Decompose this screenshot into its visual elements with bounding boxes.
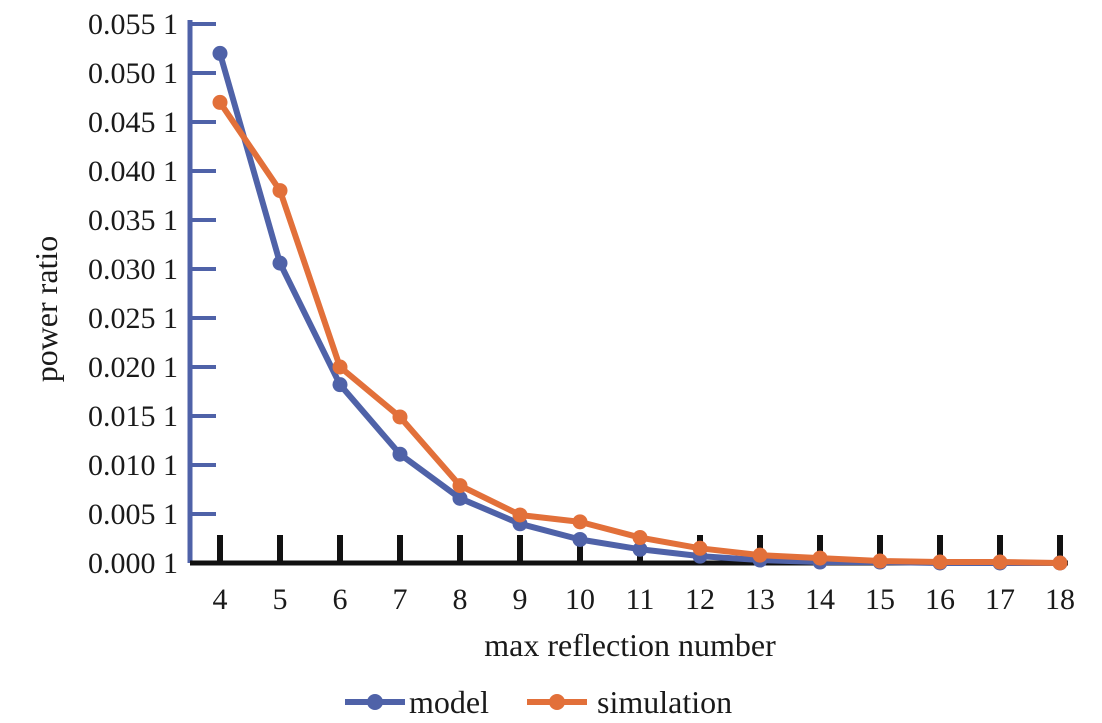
data-point-simulation [212, 94, 228, 110]
x-tick-label: 16 [925, 583, 955, 616]
y-tick-label: 0.045 1 [88, 106, 178, 139]
data-point-simulation [812, 550, 828, 566]
data-point-simulation [992, 554, 1008, 570]
x-tick-label: 12 [685, 583, 715, 616]
x-tick-label: 18 [1045, 583, 1075, 616]
data-point-model [572, 531, 588, 547]
data-point-simulation [332, 359, 348, 375]
x-tick-label: 15 [865, 583, 895, 616]
data-point-model [392, 446, 408, 462]
x-tick-label: 11 [626, 583, 655, 616]
data-point-simulation [572, 514, 588, 530]
data-point-model [272, 255, 288, 271]
y-tick-label: 0.055 1 [88, 8, 178, 41]
y-tick-label: 0.005 1 [88, 498, 178, 531]
data-point-simulation [692, 540, 708, 556]
data-point-model [332, 377, 348, 393]
data-point-simulation [752, 547, 768, 563]
y-tick-label: 0.040 1 [88, 155, 178, 188]
y-tick-label: 0.010 1 [88, 449, 178, 482]
x-tick-label: 5 [273, 583, 288, 616]
y-tick-label: 0.020 1 [88, 351, 178, 384]
series-line-simulation [217, 99, 1063, 566]
data-point-model [212, 45, 228, 61]
x-tick-label: 10 [565, 583, 595, 616]
legend-label-model: model [409, 684, 489, 720]
data-point-simulation [512, 507, 528, 523]
x-tick-label: 13 [745, 583, 775, 616]
y-axis-title: power ratio [28, 236, 64, 383]
plot-series [212, 45, 1068, 571]
y-tick-label: 0.025 1 [88, 302, 178, 335]
y-tick-label: 0.030 1 [88, 253, 178, 286]
x-tick-label: 14 [805, 583, 835, 616]
data-point-simulation [452, 478, 468, 494]
legend-label-simulation: simulation [597, 684, 732, 720]
legend: model simulation [345, 684, 732, 720]
y-tick-label: 0.035 1 [88, 204, 178, 237]
x-tick-label: 9 [513, 583, 528, 616]
x-tick-label: 7 [393, 583, 408, 616]
x-tick-label: 4 [213, 583, 228, 616]
y-axis: 0.000 1 0.005 1 0.010 1 0.015 1 0.020 1 0.025… [88, 8, 216, 580]
x-axis-title: max reflection number [484, 627, 776, 663]
data-point-simulation [872, 553, 888, 569]
x-tick-label: 8 [453, 583, 468, 616]
data-point-model [632, 541, 648, 557]
y-tick-label: 0.000 1 [88, 547, 178, 580]
series-line-model [217, 50, 1063, 566]
data-point-simulation [632, 530, 648, 546]
y-tick-label: 0.050 1 [88, 57, 178, 90]
x-tick-label: 17 [985, 583, 1015, 616]
data-point-simulation [392, 409, 408, 425]
data-point-simulation [1052, 555, 1068, 571]
legend-marker-simulation [549, 694, 565, 710]
data-point-model [452, 490, 468, 506]
y-tick-label: 0.015 1 [88, 400, 178, 433]
data-point-simulation [272, 183, 288, 199]
legend-marker-model [367, 694, 383, 710]
x-tick-label: 6 [333, 583, 348, 616]
data-point-simulation [932, 554, 948, 570]
